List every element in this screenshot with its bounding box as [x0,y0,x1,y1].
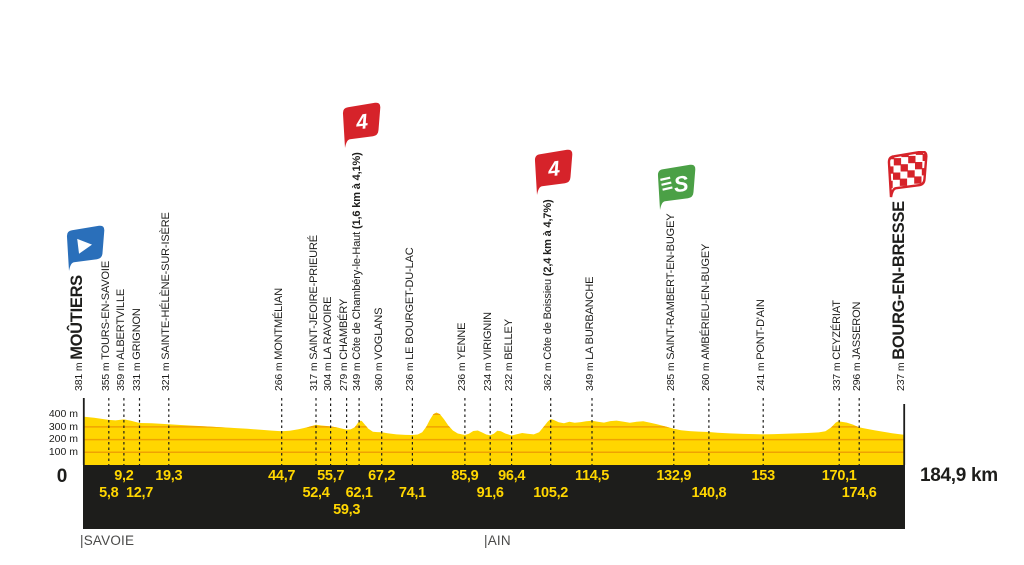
km-marker-jasseron: 174,6 [841,485,877,501]
waypoint-label-chambery: 279 m CHAMBÉRY [338,298,351,391]
elevation-axis-label-400: 400 m [48,408,78,420]
waypoint-label-cote-de-chambery-le-haut: 349 m Côte de Chambéry-le-Haut (1,6 km à… [350,152,363,391]
total-distance-label: 184,9 km [920,465,998,486]
elevation-axis-label-200: 200 m [48,433,78,445]
sprint-flag: S [652,164,698,212]
cat4-flag: 4 [529,149,575,197]
finish-flag [883,151,929,199]
start-flag [61,225,107,273]
waypoint-label-voglans: 360 m VOGLANS [373,307,386,391]
distance-band [83,465,905,529]
waypoint-label-la-ravoire: 304 m LA RAVOIRE [322,296,335,391]
km-marker-ceyzeriat: 170,1 [821,468,857,484]
waypoint-label-pont-d-ain: 241 m PONT-D'AIN [754,299,767,391]
km-marker-la-burbanche: 114,5 [575,468,609,484]
region-label-ain: |AIN [484,533,511,548]
km-marker-saint-jeoire-prieure: 52,4 [302,485,330,501]
waypoint-label-cote-de-boissieu: 362 m Côte de Boissieu (2,4 km à 4,7%) [542,199,555,392]
elevation-profile-area [83,412,905,465]
waypoint-label-saint-jeoire-prieure: 317 m SAINT-JEOIRE-PRIEURÉ [307,235,320,391]
km-marker-le-bourget-du-lac: 74,1 [398,485,426,501]
waypoint-label-moutiers: 381 m MOÛTIERS [68,275,86,391]
elevation-axis-label-100: 100 m [48,446,78,458]
svg-text:4: 4 [546,157,562,181]
km-marker-tours-en-savoie: 5,8 [99,485,119,501]
waypoint-label-saint-rambert-en-bugey: 285 m SAINT-RAMBERT-EN-BUGEY [665,213,678,391]
km-marker-virignin: 91,6 [476,485,504,501]
km-marker-voglans: 67,2 [368,468,396,484]
km-marker-cote-de-chambery-le-haut: 62,1 [345,485,373,501]
km-marker-belley: 96,4 [498,468,526,484]
waypoint-label-montmelian: 266 m MONTMÉLIAN [273,287,286,391]
km-marker-grignon: 12,7 [125,485,154,501]
km-marker-sainte-helene-sur-isere: 19,3 [155,468,183,484]
waypoint-label-la-burbanche: 349 m LA BURBANCHE [583,276,596,391]
waypoint-label-amberieu-en-bugey: 260 m AMBÉRIEU-EN-BUGEY [700,243,713,391]
elevation-axis-label-300: 300 m [48,421,78,433]
waypoint-label-belley: 232 m BELLEY [503,319,516,391]
start-km-label: 0 [56,466,68,487]
waypoint-dashed-lines [108,398,860,465]
waypoint-label-tours-en-savoie: 355 m TOURS-EN-SAVOIE [100,260,113,391]
km-marker-montmelian: 44,7 [268,468,296,484]
waypoint-label-bourg-en-bresse: 237 m BOURG-EN-BRESSE [890,201,908,391]
km-marker-chambery: 59,3 [333,502,361,518]
km-marker-albertville: 9,2 [114,468,134,484]
waypoint-label-ceyzeriat: 337 m CEYZÉRIAT [830,300,843,391]
km-marker-saint-rambert-en-bugey: 132,9 [656,468,692,484]
cat4-flag: 4 [337,102,383,150]
waypoint-label-yenne: 236 m YENNE [456,322,469,391]
svg-text:S: S [672,171,690,198]
waypoint-label-jasseron: 296 m JASSERON [850,301,863,391]
km-marker-la-ravoire: 55,7 [317,468,345,484]
km-marker-pont-d-ain: 153 [751,468,776,484]
km-marker-yenne: 85,9 [451,468,479,484]
waypoint-label-grignon: 331 m GRIGNON [131,308,143,391]
waypoint-label-sainte-helene-sur-isere: 321 m SAINTE-HÉLÈNE-SUR-ISÈRE [160,212,173,391]
waypoint-label-albertville: 359 m ALBERTVILLE [115,288,128,391]
waypoint-label-virignin: 234 m VIRIGNIN [481,312,494,391]
km-marker-cote-de-boissieu: 105,2 [533,485,569,501]
waypoint-label-le-bourget-du-lac: 236 m LE BOURGET-DU-LAC [403,247,416,391]
region-label-savoie: |SAVOIE [80,533,135,548]
km-marker-amberieu-en-bugey: 140,8 [691,485,727,501]
svg-text:4: 4 [354,110,370,134]
